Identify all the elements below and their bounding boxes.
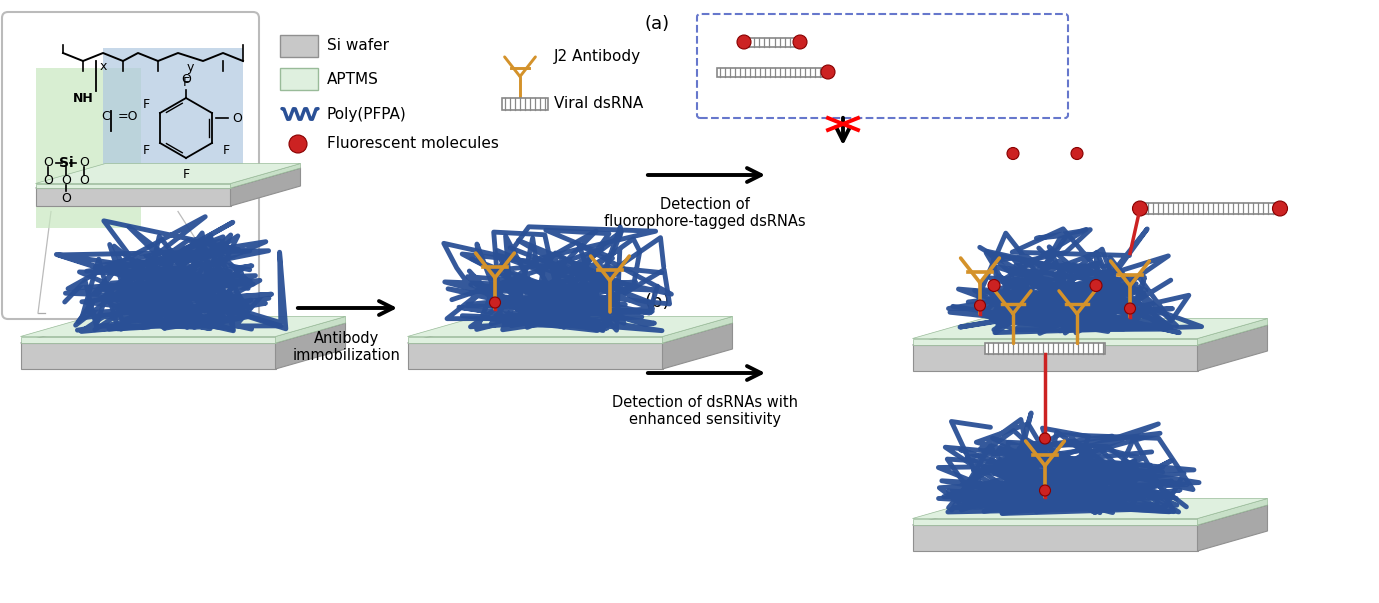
Polygon shape [408, 336, 662, 343]
Text: F: F [182, 168, 189, 180]
Circle shape [736, 35, 752, 49]
Circle shape [1124, 303, 1135, 314]
Text: O: O [43, 174, 52, 188]
Text: F: F [142, 145, 150, 157]
Text: Detection of dsRNAs with
enhanced sensitivity: Detection of dsRNAs with enhanced sensit… [612, 395, 798, 428]
Text: F: F [142, 98, 150, 112]
Text: Si: Si [59, 156, 73, 170]
Text: Viral dsRNA: Viral dsRNA [554, 96, 643, 112]
Bar [717, 68, 827, 77]
Text: C: C [102, 110, 110, 124]
Circle shape [1007, 148, 1019, 160]
Text: (a): (a) [645, 15, 670, 33]
FancyBboxPatch shape [1, 12, 259, 319]
Polygon shape [408, 343, 662, 369]
Text: O: O [181, 73, 190, 86]
Polygon shape [662, 317, 732, 343]
Bar [36, 68, 141, 228]
Circle shape [1089, 280, 1102, 291]
Circle shape [1273, 201, 1288, 216]
Polygon shape [36, 188, 230, 206]
Polygon shape [36, 163, 301, 183]
Polygon shape [913, 318, 1267, 338]
Polygon shape [230, 168, 301, 206]
Text: F: F [182, 75, 189, 89]
Text: NH: NH [73, 92, 94, 106]
Polygon shape [913, 325, 1267, 345]
Polygon shape [408, 317, 732, 336]
Polygon shape [1197, 499, 1267, 525]
Text: x: x [99, 60, 106, 74]
Bar [280, 35, 319, 57]
Circle shape [290, 135, 308, 153]
Circle shape [1040, 433, 1051, 444]
Bar [502, 98, 547, 110]
Bar [1140, 203, 1280, 214]
Polygon shape [21, 323, 346, 343]
Polygon shape [408, 323, 732, 343]
Text: =O: =O [119, 110, 138, 122]
Polygon shape [1197, 318, 1267, 345]
Circle shape [1040, 485, 1051, 496]
Polygon shape [21, 336, 276, 343]
Polygon shape [913, 499, 1267, 519]
Polygon shape [276, 323, 346, 369]
Polygon shape [230, 163, 301, 188]
Text: Short ssRNA/dsRNA: Short ssRNA/dsRNA [833, 34, 976, 49]
Bar [985, 343, 1105, 354]
Circle shape [987, 280, 1000, 291]
Polygon shape [913, 345, 1197, 371]
FancyBboxPatch shape [696, 14, 1067, 118]
Text: Antibody
immobilization: Antibody immobilization [294, 331, 401, 364]
Polygon shape [913, 338, 1197, 345]
Circle shape [1132, 201, 1147, 216]
Text: Detection of
fluorophore-tagged dsRNAs: Detection of fluorophore-tagged dsRNAs [604, 197, 805, 229]
Polygon shape [276, 317, 346, 343]
Circle shape [490, 297, 501, 308]
Text: O: O [61, 192, 70, 204]
Bar [103, 48, 243, 198]
Polygon shape [1197, 325, 1267, 371]
Text: Fluorescent molecules: Fluorescent molecules [327, 136, 499, 151]
Polygon shape [913, 505, 1267, 525]
Text: O: O [232, 112, 241, 124]
Polygon shape [36, 168, 301, 188]
Text: O: O [43, 157, 52, 169]
Bar [280, 68, 319, 90]
Text: (b): (b) [645, 293, 670, 311]
Text: O: O [79, 174, 88, 188]
Text: O: O [61, 174, 70, 188]
Polygon shape [36, 183, 230, 188]
Text: Si wafer: Si wafer [327, 39, 389, 54]
Polygon shape [662, 323, 732, 369]
Bar [746, 37, 798, 46]
Circle shape [975, 300, 986, 311]
Circle shape [821, 65, 836, 79]
Polygon shape [21, 317, 346, 336]
Circle shape [793, 35, 807, 49]
Polygon shape [913, 519, 1197, 525]
Text: F: F [222, 145, 229, 157]
Polygon shape [913, 525, 1197, 551]
Circle shape [1071, 148, 1083, 160]
Polygon shape [21, 343, 276, 369]
Text: y: y [186, 60, 193, 74]
Text: O: O [79, 157, 88, 169]
Polygon shape [1197, 505, 1267, 551]
Text: J2 Antibody: J2 Antibody [554, 48, 641, 63]
Text: APTMS: APTMS [327, 72, 379, 86]
Text: Long ssRNA: Long ssRNA [833, 65, 920, 80]
Text: Poly(PFPA): Poly(PFPA) [327, 107, 407, 121]
